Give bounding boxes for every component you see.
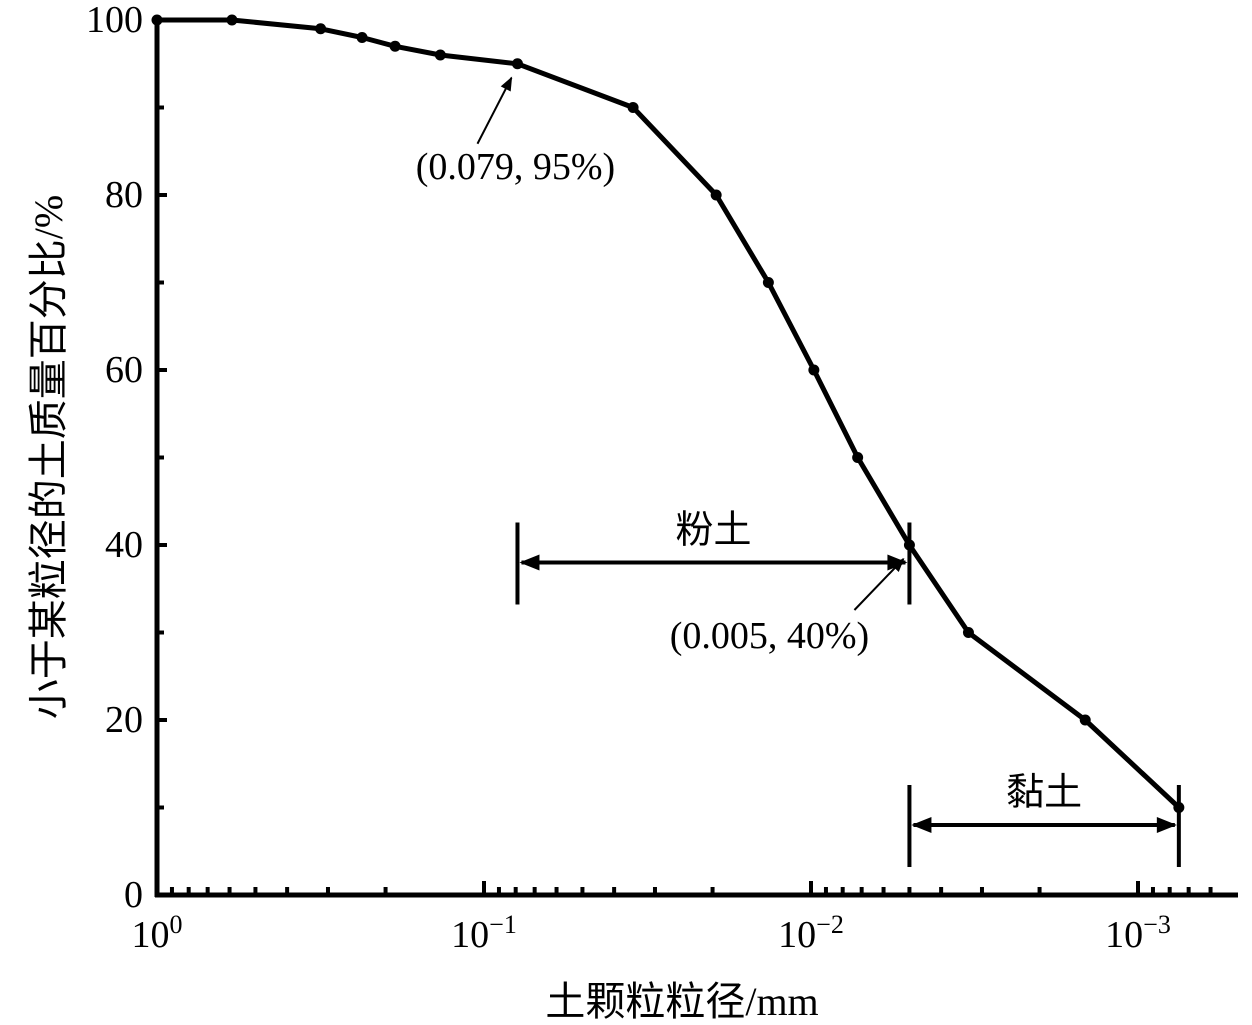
- x-axis-title: 土颗粒粒径/mm: [545, 979, 818, 1024]
- y-tick-label: 40: [105, 524, 143, 566]
- data-point: [434, 49, 446, 61]
- range-label: 黏土: [1006, 772, 1082, 814]
- y-tick-label: 0: [124, 874, 143, 916]
- x-tick-label: 10−3: [1105, 910, 1171, 956]
- range-label: 粉土: [675, 510, 751, 552]
- y-tick-label: 80: [105, 174, 143, 216]
- y-tick-label: 100: [86, 0, 143, 41]
- y-axis-title: 小于某粒径的土质量百分比/%: [26, 195, 71, 719]
- data-point: [1079, 714, 1091, 726]
- y-tick-label: 20: [105, 699, 143, 741]
- data-point: [962, 627, 974, 638]
- annotation-arrow: [853, 557, 905, 611]
- data-point: [627, 102, 639, 113]
- annotation-label: (0.079, 95%): [416, 146, 615, 188]
- data-point: [389, 40, 401, 52]
- x-tick-label: 10−2: [778, 910, 844, 956]
- data-point: [151, 14, 163, 26]
- series: [151, 14, 1185, 813]
- y-tick-label: 60: [105, 349, 143, 391]
- x-tick-label: 100: [132, 910, 183, 956]
- data-line: [157, 17, 1181, 810]
- annotation-arrow: [476, 76, 513, 145]
- data-point: [808, 364, 820, 376]
- data-point: [710, 189, 722, 201]
- annotations: (0.079, 95%) (0.005, 40%): [416, 76, 905, 657]
- data-point: [511, 58, 523, 70]
- data-point: [315, 23, 327, 35]
- data-point: [356, 32, 368, 43]
- axes: [154, 17, 1238, 898]
- data-point: [762, 277, 774, 288]
- ticks: 0 20 40 60 80 100 100 10−1 10−2 10−3: [86, 0, 1213, 956]
- annotation-label: (0.005, 40%): [670, 615, 869, 657]
- data-point: [852, 452, 864, 463]
- data-point: [226, 14, 238, 26]
- x-tick-label: 10−1: [451, 910, 517, 956]
